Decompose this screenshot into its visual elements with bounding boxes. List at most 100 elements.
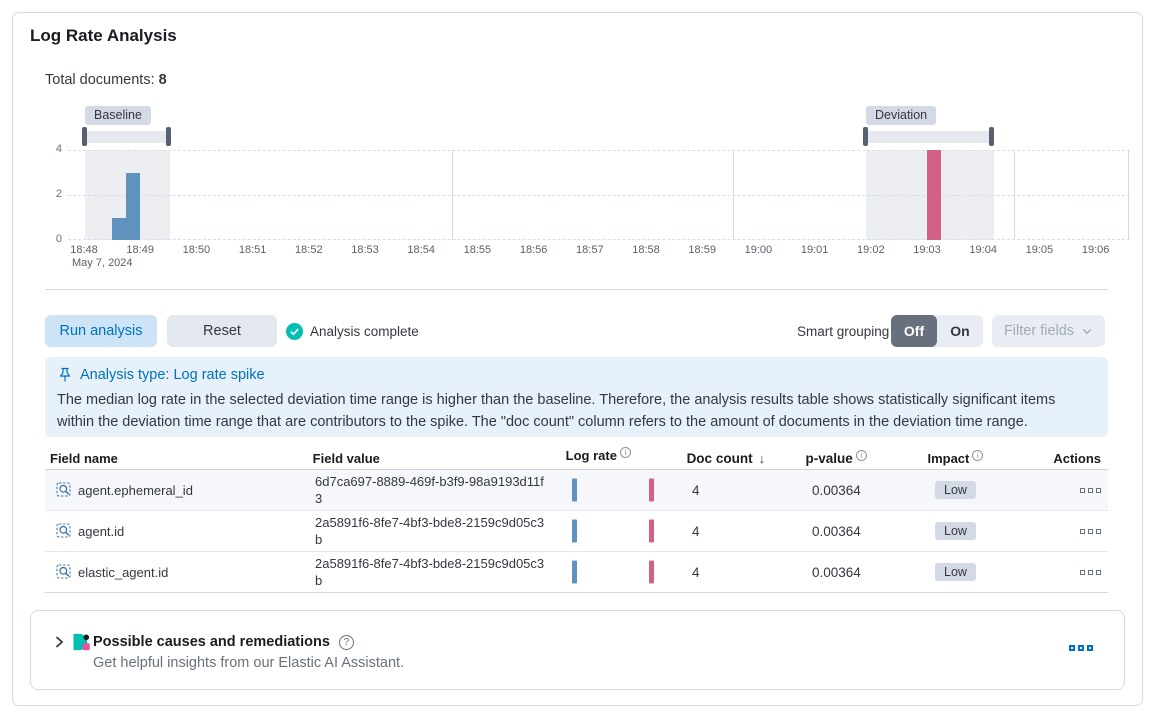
check-circle-icon bbox=[286, 323, 303, 340]
x-axis-ticks: 18:48 18:49 18:50 18:51 18:52 18:53 18:54 18:55… bbox=[68, 244, 1130, 257]
analysis-status-text: Analysis complete bbox=[310, 324, 419, 339]
x-axis-tick: 19:06 bbox=[1081, 244, 1110, 256]
x-axis-date-label: May 7, 2024 bbox=[72, 257, 133, 269]
x-axis-tick: 19:05 bbox=[1025, 244, 1054, 256]
doc-count: 4 bbox=[692, 482, 700, 498]
total-documents-label: Total documents: bbox=[45, 72, 155, 88]
log-rate-cell bbox=[570, 470, 692, 510]
baseline-mini-bar bbox=[572, 519, 577, 543]
analysis-type-callout: Analysis type: Log rate spike The median… bbox=[45, 357, 1108, 437]
possible-causes-subtitle: Get helpful insights from our Elastic AI… bbox=[93, 655, 405, 671]
header-actions: Actions bbox=[1053, 451, 1101, 466]
filter-fields-label: Filter fields bbox=[1003, 323, 1075, 339]
deviation-mini-bar bbox=[649, 560, 654, 584]
deviation-badge: Deviation bbox=[866, 106, 937, 125]
baseline-brush-left-handle[interactable] bbox=[82, 127, 87, 146]
x-axis-tick: 19:02 bbox=[857, 244, 885, 256]
gridline-1905 bbox=[1014, 150, 1015, 240]
x-axis-tick: 19:04 bbox=[969, 244, 997, 256]
run-analysis-button[interactable]: Run analysis bbox=[45, 315, 157, 347]
row-actions-button[interactable] bbox=[1080, 528, 1101, 534]
baseline-doc-count-bar bbox=[112, 217, 127, 240]
impact-badge: Low bbox=[935, 481, 976, 499]
log-rate-cell bbox=[570, 511, 692, 551]
field-statistics-icon[interactable] bbox=[56, 482, 72, 498]
total-documents: Total documents: 8 bbox=[45, 72, 167, 88]
gridline-1855 bbox=[452, 150, 453, 240]
field-statistics-icon[interactable] bbox=[56, 564, 72, 580]
header-doc-count[interactable]: Doc count ↓ bbox=[686, 451, 766, 466]
smart-grouping-label: Smart grouping bbox=[797, 324, 890, 339]
deviation-brush-left-handle[interactable] bbox=[863, 127, 868, 146]
total-documents-value: 8 bbox=[158, 72, 167, 88]
smart-grouping-on-button[interactable]: On bbox=[937, 315, 983, 347]
causes-actions-button[interactable] bbox=[1069, 645, 1093, 651]
field-name: agent.ephemeral_id bbox=[78, 482, 193, 498]
table-row: elastic_agent.id 2a5891f6-8fe7-4bf3-bde8… bbox=[45, 552, 1108, 593]
page-title: Log Rate Analysis bbox=[30, 26, 177, 45]
impact-badge: Low bbox=[935, 522, 976, 540]
baseline-brush-track[interactable] bbox=[85, 131, 170, 143]
x-axis-tick: 18:51 bbox=[238, 244, 267, 256]
ai-assistant-icon bbox=[73, 633, 90, 651]
x-axis-tick: 18:57 bbox=[576, 244, 604, 256]
field-name: agent.id bbox=[78, 523, 125, 539]
doc-count: 4 bbox=[692, 564, 700, 580]
deviation-brush-track[interactable] bbox=[866, 131, 992, 143]
possible-causes-panel: Possible causes and remediations ? Get h… bbox=[30, 610, 1125, 690]
results-table: Field name Field value Log rate i Doc co… bbox=[45, 447, 1108, 593]
gridline-1900 bbox=[733, 150, 734, 240]
gridline-2 bbox=[68, 195, 1130, 196]
field-value: 2a5891f6-8fe7-4bf3-bde8-2159c9d05c3b bbox=[315, 515, 545, 547]
x-axis-tick: 18:58 bbox=[632, 244, 660, 256]
header-impact[interactable]: Impact i bbox=[924, 450, 1053, 466]
field-statistics-icon[interactable] bbox=[56, 523, 72, 539]
gridline-0 bbox=[68, 239, 1130, 240]
baseline-badge: Baseline bbox=[85, 106, 151, 125]
chart-right-edge bbox=[1128, 150, 1129, 240]
x-axis-tick: 19:03 bbox=[913, 244, 941, 256]
baseline-brush-right-handle[interactable] bbox=[166, 127, 171, 146]
header-log-rate[interactable]: Log rate i bbox=[566, 447, 687, 469]
callout-title: Analysis type: Log rate spike bbox=[80, 367, 265, 383]
field-name: elastic_agent.id bbox=[78, 564, 169, 580]
header-field-value[interactable]: Field value bbox=[312, 451, 380, 466]
log-rate-info-icon[interactable]: i bbox=[619, 447, 631, 458]
callout-body: The median log rate in the selected devi… bbox=[57, 392, 1056, 430]
x-axis-tick: 18:55 bbox=[463, 244, 492, 256]
x-axis-tick: 18:50 bbox=[182, 244, 211, 256]
baseline-mini-bar bbox=[572, 478, 577, 502]
deviation-brush-right-handle[interactable] bbox=[989, 127, 994, 146]
chart-plot[interactable] bbox=[68, 150, 1130, 240]
y-axis-tick: 4 bbox=[55, 143, 62, 155]
x-axis-tick: 18:54 bbox=[407, 244, 435, 256]
baseline-doc-count-bar bbox=[126, 172, 141, 240]
y-axis-tick: 0 bbox=[55, 233, 62, 245]
deviation-doc-count-bar bbox=[927, 150, 941, 240]
log-rate-cell bbox=[570, 552, 692, 592]
header-field-name[interactable]: Field name bbox=[50, 451, 118, 466]
x-axis-tick: 19:01 bbox=[800, 244, 829, 256]
header-p-value[interactable]: p-value i bbox=[806, 450, 925, 466]
filter-fields-button[interactable]: Filter fields bbox=[992, 315, 1105, 347]
pin-icon bbox=[59, 367, 71, 382]
doc-count: 4 bbox=[692, 523, 700, 539]
chevron-down-icon bbox=[1082, 329, 1092, 335]
field-value: 6d7ca697-8889-469f-b3f9-98a9193d11f3 bbox=[315, 474, 544, 506]
help-icon[interactable]: ? bbox=[338, 634, 354, 650]
smart-grouping-off-button[interactable]: Off bbox=[891, 315, 937, 347]
table-header-row: Field name Field value Log rate i Doc co… bbox=[45, 447, 1108, 470]
row-actions-button[interactable] bbox=[1080, 569, 1101, 575]
x-axis-tick: 18:48 bbox=[70, 244, 98, 256]
sort-descending-icon[interactable]: ↓ bbox=[758, 451, 766, 466]
p-value-info-icon[interactable]: i bbox=[855, 450, 867, 461]
impact-info-icon[interactable]: i bbox=[972, 450, 984, 461]
x-axis-tick: 18:52 bbox=[295, 244, 323, 256]
row-actions-button[interactable] bbox=[1080, 487, 1101, 493]
x-axis-tick: 18:56 bbox=[519, 244, 548, 256]
chevron-right-icon[interactable] bbox=[51, 634, 67, 650]
p-value: 0.00364 bbox=[812, 564, 861, 580]
x-axis-tick: 19:00 bbox=[744, 244, 773, 256]
reset-button[interactable]: Reset bbox=[167, 315, 277, 347]
